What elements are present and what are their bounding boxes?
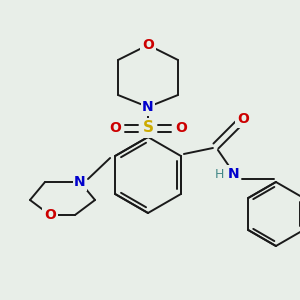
Text: O: O <box>237 112 249 126</box>
Text: S: S <box>142 121 154 136</box>
Text: N: N <box>74 175 86 189</box>
Text: N: N <box>142 100 154 114</box>
Text: O: O <box>109 121 121 135</box>
Text: O: O <box>175 121 187 135</box>
Text: N: N <box>228 167 240 181</box>
Text: O: O <box>44 208 56 222</box>
Text: H: H <box>215 167 225 181</box>
Text: O: O <box>142 38 154 52</box>
